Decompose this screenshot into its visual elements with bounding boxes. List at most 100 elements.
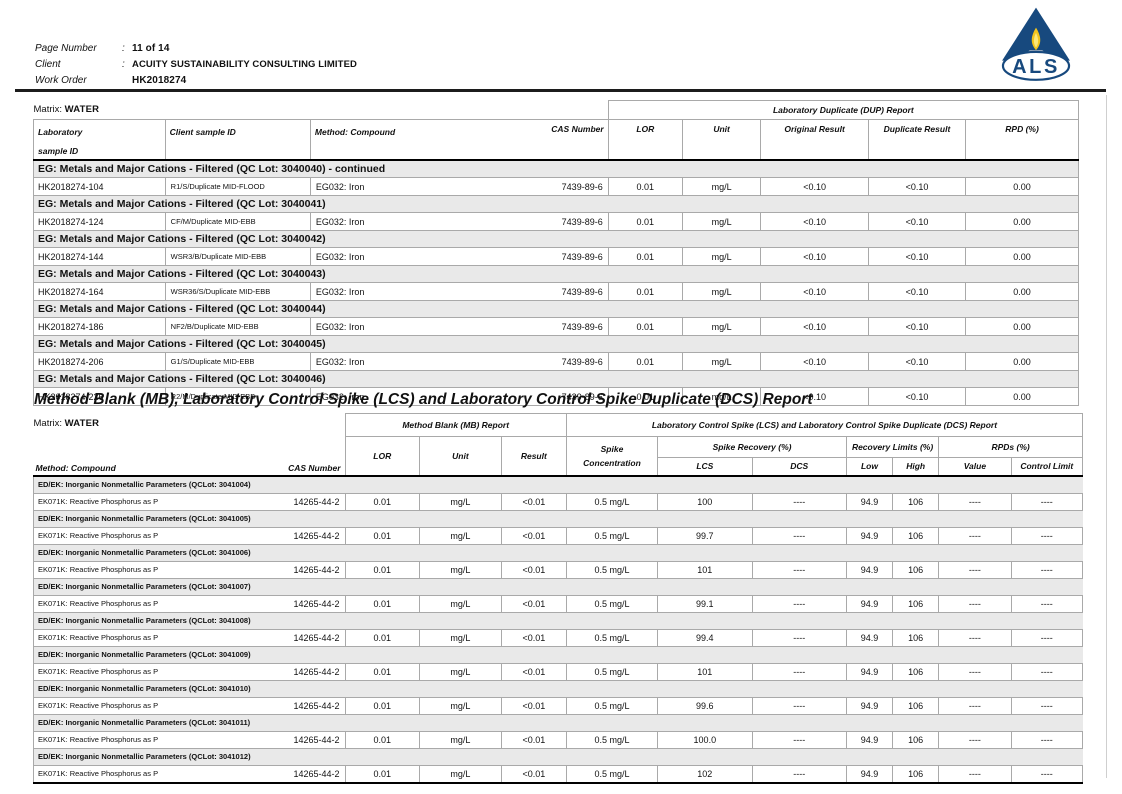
qc-group-row: EG: Metals and Major Cations - Filtered … [33, 335, 1079, 353]
cell-rpd-value: ---- [938, 492, 1012, 511]
colon: : [122, 43, 125, 54]
qc-group-row: ED/EK: Inorganic Nonmetallic Parameters … [33, 475, 1083, 494]
cell-lcs-recovery: 100 [657, 492, 753, 511]
mb-subheader-row-1: LOR Unit Result Spike Concentration Spik… [34, 436, 1083, 477]
header-divider [15, 89, 1106, 92]
page-number-label: Page Number [35, 43, 97, 54]
cell-duplicate-result: <0.10 [867, 317, 967, 336]
cell-dcs-recovery: ---- [751, 560, 847, 579]
cell-method-compound: EK071K: Reactive Phosphorus as P [32, 560, 271, 579]
cell-rpd-value: ---- [938, 764, 1012, 784]
cell-rpd-value: ---- [938, 730, 1012, 749]
matrix-line: Matrix: WATER [34, 414, 346, 458]
cell-spike-concentration: 0.5 mg/L [565, 730, 659, 749]
cell-lor: 0.01 [344, 696, 421, 715]
matrix-value: WATER [64, 417, 100, 429]
col-value: Value [938, 457, 1012, 477]
cell-cas-number: 7439-89-6 [529, 387, 609, 406]
cell-original-result: <0.10 [760, 212, 869, 231]
col-lcs: LCS [657, 457, 753, 477]
cell-recovery-high: 106 [892, 628, 940, 647]
cell-cas-number: 14265-44-2 [270, 492, 346, 511]
cell-recovery-low: 94.9 [845, 492, 894, 511]
col-method-compound: Method: Compound [33, 457, 271, 477]
qc-group-row: ED/EK: Inorganic Nonmetallic Parameters … [33, 611, 1083, 630]
cell-unit: mg/L [681, 177, 762, 196]
matrix-label: Matrix: [33, 104, 63, 116]
cell-original-result: <0.10 [760, 387, 869, 406]
cell-unit: mg/L [419, 662, 502, 681]
table-row: HK2018274-226 R2/M/Duplicate MID-EBB EG032… [33, 387, 1079, 406]
als-logo-icon: ALS [1001, 7, 1071, 81]
cell-lcs-recovery: 102 [657, 764, 753, 784]
cell-method-compound: EG032: Iron [309, 352, 530, 371]
dup-report-span-header: Laboratory Duplicate (DUP) Report [607, 100, 1080, 120]
col-client-sample-id: Client sample ID [164, 119, 311, 161]
cell-unit: mg/L [681, 352, 762, 371]
cell-spike-concentration: 0.5 mg/L [565, 764, 659, 784]
qc-lot-group-header: ED/EK: Inorganic Nonmetallic Parameters … [33, 679, 1083, 698]
cell-duplicate-result: <0.10 [867, 212, 967, 231]
cell-lcs-recovery: 101 [657, 560, 753, 579]
cell-rpd-value: ---- [938, 526, 1012, 545]
cell-method-compound: EG032: Iron [309, 212, 530, 231]
cell-method-compound: EK071K: Reactive Phosphorus as P [32, 526, 271, 545]
cell-rpd-control-limit: ---- [1010, 526, 1084, 545]
cell-unit: mg/L [419, 560, 502, 579]
mb-report-span-header: Method Blank (MB) Report [344, 413, 567, 437]
cell-method-compound: EG032: Iron [309, 317, 530, 336]
cell-laboratory-sample-id: HK2018274-186 [33, 317, 166, 336]
section-title: Method Blank (MB), Laboratory Control Sp… [34, 391, 813, 408]
col-cas-number: CAS Number [270, 457, 346, 477]
qc-group-row: ED/EK: Inorganic Nonmetallic Parameters … [33, 645, 1083, 664]
cell-duplicate-result: <0.10 [867, 352, 967, 371]
cell-unit: mg/L [419, 764, 502, 784]
cell-unit: mg/L [681, 282, 762, 301]
client-value: ACUITY SUSTAINABILITY CONSULTING LIMITED [132, 59, 357, 70]
cell-unit: mg/L [419, 594, 502, 613]
col-method-compound: Method: Compound [309, 119, 530, 161]
cell-recovery-low: 94.9 [845, 764, 894, 784]
cell-recovery-low: 94.9 [845, 560, 894, 579]
qc-lot-group-header: EG: Metals and Major Cations - Filtered … [33, 300, 1079, 318]
col-spike-recovery: Spike Recovery (%) [657, 436, 847, 458]
table-row: EK071K: Reactive Phosphorus as P 14265-44… [32, 696, 1084, 715]
cell-cas-number: 7439-89-6 [529, 282, 609, 301]
cell-unit: mg/L [681, 247, 762, 266]
qc-group-row: ED/EK: Inorganic Nonmetallic Parameters … [33, 543, 1083, 562]
table-row: HK2018274-186 NF2/B/Duplicate MID-EBB EG03… [33, 317, 1079, 336]
cell-unit: mg/L [419, 696, 502, 715]
cell-lor: 0.01 [344, 628, 421, 647]
cell-original-result: <0.10 [760, 282, 869, 301]
cell-rpd: 0.00 [965, 282, 1079, 301]
qc-group-row: ED/EK: Inorganic Nonmetallic Parameters … [33, 747, 1083, 766]
cell-lor: 0.01 [607, 282, 683, 301]
cell-client-sample-id: WSR3/B/Duplicate MID-EBB [164, 247, 311, 266]
cell-dcs-recovery: ---- [751, 764, 847, 784]
lcs-report-span-header: Laboratory Control Spike (LCS) and Labor… [565, 413, 1084, 437]
cell-unit: mg/L [681, 317, 762, 336]
cell-rpd: 0.00 [965, 317, 1079, 336]
qc-lot-group-header: EG: Metals and Major Cations - Filtered … [33, 335, 1079, 353]
cell-lor: 0.01 [344, 594, 421, 613]
cell-unit: mg/L [419, 492, 502, 511]
cell-result: <0.01 [500, 730, 567, 749]
col-rpd: RPD (%) [965, 119, 1079, 161]
cell-rpd-value: ---- [938, 662, 1012, 681]
qc-lot-group-header: ED/EK: Inorganic Nonmetallic Parameters … [33, 509, 1083, 528]
cell-cas-number: 14265-44-2 [270, 730, 346, 749]
cell-rpd-value: ---- [938, 560, 1012, 579]
cell-lor: 0.01 [607, 387, 683, 406]
table-row: HK2018274-104 R1/S/Duplicate MID-FLOOD EG0… [33, 177, 1079, 196]
cell-result: <0.01 [500, 696, 567, 715]
colon: : [122, 59, 125, 70]
cell-lcs-recovery: 100.0 [657, 730, 753, 749]
cell-spike-concentration: 0.5 mg/L [565, 560, 659, 579]
cell-duplicate-result: <0.10 [867, 177, 967, 196]
cell-unit: mg/L [419, 628, 502, 647]
qc-lot-group-header: ED/EK: Inorganic Nonmetallic Parameters … [33, 577, 1083, 596]
col-dcs: DCS [751, 457, 847, 477]
cell-recovery-low: 94.9 [845, 696, 894, 715]
cell-rpd: 0.00 [965, 352, 1079, 371]
cell-result: <0.01 [500, 628, 567, 647]
